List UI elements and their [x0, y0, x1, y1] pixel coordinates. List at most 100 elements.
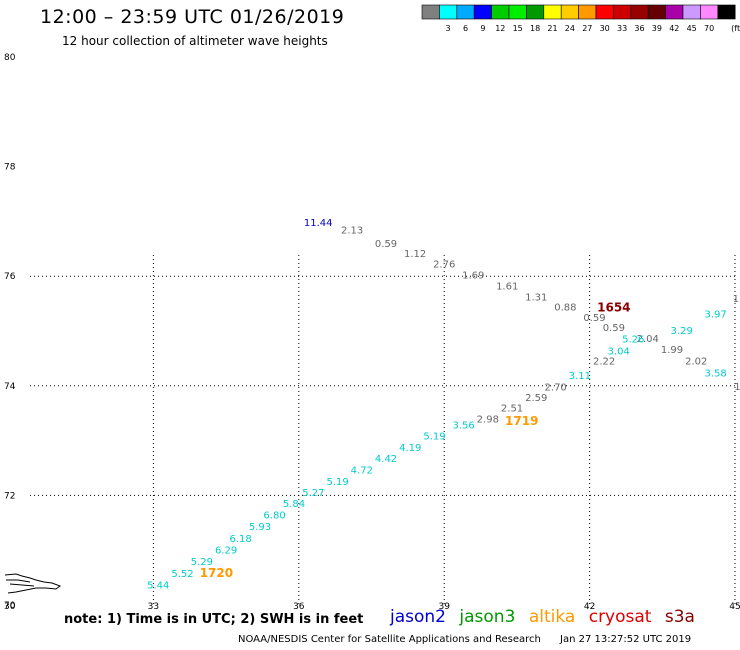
note-text: note: 1) Time is in UTC; 2) SWH is in fe…	[64, 612, 364, 627]
colorbar-label: 33	[617, 24, 627, 33]
y-tick-label: 74	[4, 382, 16, 392]
data-point-label: 2.76	[433, 260, 455, 271]
data-point-label: 1719	[505, 414, 538, 428]
satellite-legend: jason2 jason3 altika cryosat s3a	[390, 607, 703, 627]
data-point-label: 3.56	[452, 421, 474, 432]
data-point-label: 4.19	[399, 443, 421, 454]
x-tick-label: 42	[584, 602, 595, 612]
colorbar-swatch	[473, 4, 492, 20]
data-point-label: 4.42	[375, 454, 397, 465]
data-point-label: 0.59	[375, 239, 397, 250]
data-point-label: 5.29	[191, 557, 213, 568]
legend-jason3: jason3	[459, 607, 516, 627]
colorbar-label: 42	[669, 24, 679, 33]
y-tick-label: 80	[4, 53, 16, 63]
colorbar-label: 12	[495, 24, 505, 33]
x-tick-label: 39	[438, 602, 450, 612]
data-point-label: 3.29	[671, 326, 693, 337]
data-point-label: 1.	[733, 294, 740, 305]
y-tick-label: 76	[4, 272, 16, 282]
data-point-label: 3.11	[569, 371, 591, 382]
footer-timestamp: Jan 27 13:27:52 UTC 2019	[560, 634, 692, 645]
data-point-label: 3.97	[704, 309, 726, 320]
x-tick-label: 30	[4, 602, 16, 612]
data-point-label: 5.44	[147, 581, 169, 592]
data-point-label: 2.22	[593, 357, 615, 368]
x-tick-label: 36	[293, 602, 305, 612]
wave-height-labels: 11.44 2.13 0.59 1.12 2.76 1.69 1.61 1.31 0.88 0.5…	[147, 218, 740, 592]
data-point-label: 2.04	[637, 334, 659, 345]
data-point-label: 2.70	[545, 382, 567, 393]
chart-title: 12:00 – 23:59 UTC 01/26/2019	[40, 6, 345, 28]
data-point-label: 1.69	[462, 271, 484, 282]
colorbar-label: 24	[565, 24, 575, 33]
colorbar-swatch	[526, 4, 545, 20]
colorbar-label: 9	[480, 24, 485, 33]
colorbar-swatch	[560, 4, 579, 20]
data-point-label: 5.52	[171, 569, 193, 580]
data-point-label: 5.26	[622, 335, 644, 346]
data-point-label: 1.61	[496, 282, 518, 293]
y-tick-label: 72	[4, 491, 15, 501]
axis-ticks: 30 33 36 39 42 45 70 72 74 76 78 80	[4, 53, 740, 612]
data-point-label: 3.04	[608, 347, 630, 358]
colorbar-swatch	[439, 4, 458, 20]
data-point-label: 0.59	[603, 323, 625, 334]
footer: NOAA/NESDIS Center for Satellite Applica…	[238, 634, 691, 645]
colorbar-swatch	[543, 4, 562, 20]
colorbar-label: 39	[652, 24, 662, 33]
y-tick-label: 78	[4, 163, 16, 173]
colorbar-swatch	[456, 4, 475, 20]
colorbar-label: 30	[600, 24, 610, 33]
grid	[30, 255, 736, 605]
colorbar-label: 27	[582, 24, 592, 33]
colorbar-label: 70	[704, 24, 714, 33]
data-point-label: 5.84	[283, 499, 305, 510]
data-point-label: 1.12	[404, 249, 426, 260]
colorbar-label: 45	[687, 24, 697, 33]
data-point-label: 4.72	[351, 466, 373, 477]
data-point-label: 1654	[597, 300, 630, 314]
legend-jason2: jason2	[390, 607, 446, 627]
colorbar-swatch	[700, 4, 719, 20]
colorbar-label: 6	[463, 24, 468, 33]
data-point-label: 1.99	[661, 345, 683, 356]
data-point-label: 11.44	[304, 218, 333, 229]
colorbar-swatch	[682, 4, 701, 20]
x-tick-label: 45	[729, 602, 740, 612]
legend-s3a: s3a	[664, 607, 695, 627]
y-tick-label: 70	[4, 601, 16, 611]
chart-subtitle: 12 hour collection of altimeter wave hei…	[62, 34, 328, 48]
data-point-label: 5.27	[302, 488, 324, 499]
data-point-label: 6.29	[215, 546, 237, 557]
legend-altika: altika	[528, 607, 576, 627]
colorbar-swatch	[595, 4, 614, 20]
data-point-label: 0.88	[554, 302, 576, 313]
data-point-label: 2.51	[501, 404, 523, 415]
data-point-label: 1720	[200, 566, 233, 580]
colorbar-label: 15	[513, 24, 523, 33]
colorbar-swatch	[717, 4, 736, 20]
colorbar-swatch	[508, 4, 527, 20]
colorbar-label: 36	[634, 24, 644, 33]
colorbar-swatch	[613, 4, 632, 20]
data-point-label: 2.13	[341, 226, 363, 237]
coastline	[4, 573, 62, 594]
legend-cryosat: cryosat	[588, 607, 652, 627]
data-point-label: 2.02	[685, 357, 707, 368]
x-tick-label: 33	[148, 602, 159, 612]
data-point-label: 3.58	[704, 369, 726, 380]
data-point-label: 5.19	[326, 477, 348, 488]
data-point-label: 6.18	[230, 534, 252, 545]
colorbar-label: 3	[446, 24, 451, 33]
colorbar-label: 21	[547, 24, 557, 33]
colorbar-swatch	[630, 4, 649, 20]
colorbar-swatch	[665, 4, 684, 20]
data-point-label: 1.31	[525, 292, 547, 303]
data-point-label: 2.98	[477, 415, 499, 426]
data-point-label: 1	[734, 382, 740, 393]
data-point-label: 5.93	[249, 522, 271, 533]
colorbar-swatch	[647, 4, 666, 20]
data-point-label: 5.19	[423, 432, 445, 443]
